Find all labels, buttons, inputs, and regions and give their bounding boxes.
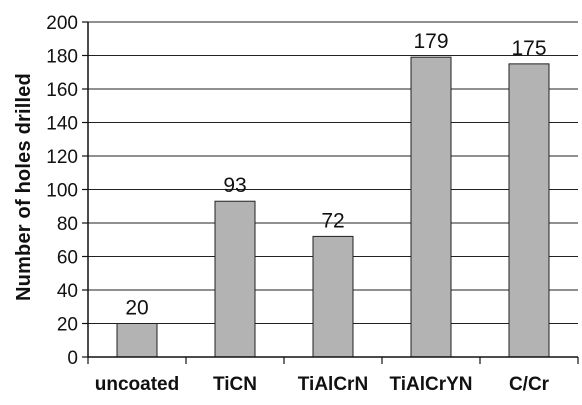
y-tick-label: 60 (57, 248, 78, 269)
x-tick-label: TiCN (213, 374, 257, 395)
y-tick-label: 200 (46, 13, 78, 34)
y-tick-label: 180 (46, 47, 78, 68)
data-label: 72 (321, 209, 344, 232)
bars (116, 56, 550, 358)
labels: 0 20 40 60 80 100 120 140 160 180 200 20 uncoated 93 T… (46, 13, 549, 395)
y-tick-label: 120 (46, 147, 78, 168)
y-axis-title: Number of holes drilled (13, 73, 35, 301)
data-label: 175 (511, 37, 546, 60)
bar-tialcrn (312, 235, 354, 358)
gridlines (88, 21, 578, 324)
data-label: 20 (125, 297, 148, 320)
x-tick-label: C/Cr (509, 374, 550, 395)
data-label: 179 (413, 30, 448, 53)
bar-ticn (214, 200, 256, 358)
y-tick-label: 80 (57, 214, 78, 235)
y-tick-label: 20 (57, 315, 78, 336)
y-tick-label: 0 (67, 348, 78, 369)
x-tick-label: TiAlCrN (298, 374, 368, 395)
x-tick-label: TiAlCrYN (389, 374, 472, 395)
x-tick-label: uncoated (95, 374, 179, 395)
data-label: 93 (223, 174, 246, 197)
bar-tialcryn (410, 56, 452, 358)
bar-uncoated (116, 323, 158, 358)
y-tick-label: 140 (46, 114, 78, 135)
y-tick-label: 40 (57, 281, 78, 302)
y-tick-label: 160 (46, 80, 78, 101)
axes (82, 21, 579, 364)
y-tick-label: 100 (46, 181, 78, 202)
bar-c-cr (508, 63, 550, 358)
